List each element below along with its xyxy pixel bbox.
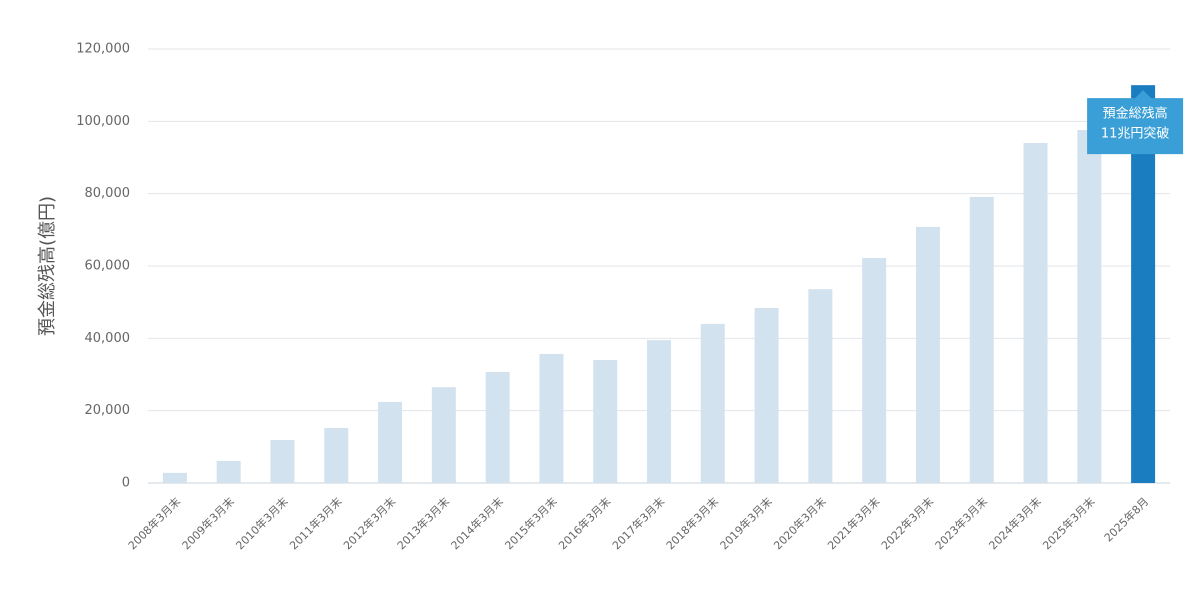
callout-box <box>1087 90 1184 155</box>
x-tick-label: 2025年8月 <box>1101 494 1151 544</box>
x-tick-label: 2024年3月末 <box>986 494 1044 552</box>
bar <box>270 439 295 483</box>
x-tick-label: 2017年3月末 <box>609 494 667 552</box>
x-tick-label: 2012年3月末 <box>340 494 398 552</box>
x-tick-label: 2020年3月末 <box>771 494 829 552</box>
x-tick-label: 2022年3月末 <box>878 494 936 552</box>
y-tick-label: 0 <box>122 476 130 491</box>
y-tick-label: 20,000 <box>85 403 131 418</box>
x-tick-label: 2021年3月末 <box>824 494 882 552</box>
y-tick-label: 100,000 <box>76 114 130 129</box>
x-tick-label: 2016年3月末 <box>555 494 613 552</box>
x-tick-label: 2011年3月末 <box>287 494 345 552</box>
x-tick-label: 2010年3月末 <box>233 494 291 552</box>
callout-text: 11兆円突破 <box>1101 126 1170 142</box>
bar <box>1077 130 1102 483</box>
bar <box>1023 143 1048 484</box>
x-tick-label: 2018年3月末 <box>663 494 721 552</box>
x-tick-label: 2013年3月末 <box>394 494 452 552</box>
callout-text: 預金総残高 <box>1103 106 1168 122</box>
bar <box>539 353 564 483</box>
x-tick-label: 2015年3月末 <box>502 494 560 552</box>
bar <box>647 340 671 483</box>
bar <box>216 460 241 483</box>
y-tick-label: 40,000 <box>85 331 131 346</box>
bar <box>700 323 725 483</box>
bar <box>324 428 349 483</box>
bar <box>485 371 510 483</box>
bar <box>915 226 940 483</box>
x-tick-label: 2008年3月末 <box>125 494 183 552</box>
x-tick-label: 2023年3月末 <box>932 494 990 552</box>
bar <box>969 196 994 483</box>
bar <box>162 472 187 483</box>
bar <box>378 401 403 483</box>
bar <box>593 360 618 483</box>
bar <box>862 258 887 483</box>
y-tick-label: 120,000 <box>76 42 130 57</box>
bar <box>808 289 833 483</box>
x-tick-label: 2009年3月末 <box>179 494 237 552</box>
y-tick-label: 60,000 <box>85 259 131 274</box>
x-tick-label: 2019年3月末 <box>717 494 775 552</box>
y-axis-title: 預金総残高(億円) <box>37 196 58 336</box>
y-tick-label: 80,000 <box>85 186 131 201</box>
bar <box>431 387 456 483</box>
x-tick-label: 2014年3月末 <box>448 494 506 552</box>
bar <box>754 307 779 483</box>
x-tick-label: 2025年3月末 <box>1040 494 1098 552</box>
